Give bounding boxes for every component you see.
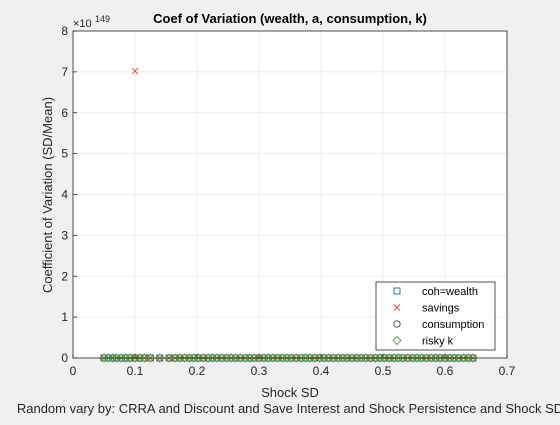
- diamond-point: [116, 353, 126, 363]
- y-tick-label: 8: [61, 24, 68, 38]
- y-tick-label: 1: [61, 310, 68, 324]
- diamond-point: [375, 353, 385, 363]
- diamond-point: [145, 353, 156, 363]
- legend-box: [375, 281, 496, 351]
- diamond-point: [259, 353, 269, 363]
- diamond-point: [408, 353, 418, 363]
- diamond-point: [463, 353, 474, 363]
- y-tick-label: 2: [61, 269, 68, 283]
- legend-marker-circle: [393, 320, 401, 328]
- x-tick-label: 0.6: [437, 364, 454, 378]
- diamond-point: [222, 353, 232, 363]
- diamond-point: [135, 353, 145, 363]
- legend: coh=wealth savings consumption risky k: [375, 281, 496, 351]
- diamond-point: [389, 353, 399, 363]
- x-ticks: 0 0.1 0.2 0.3 0.4 0.5 0.6 0.7: [70, 354, 516, 378]
- diamond-point: [449, 353, 459, 363]
- x-tick-label: 0.4: [313, 364, 330, 378]
- x-tick-label: 0.1: [127, 364, 144, 378]
- diamond-point: [445, 353, 455, 363]
- diamond-point: [245, 353, 255, 363]
- y-tick-label: 0: [61, 351, 68, 365]
- diamond-point: [155, 353, 165, 363]
- diamond-point: [282, 353, 292, 363]
- diamond-point: [296, 353, 306, 363]
- diamond-point: [277, 353, 288, 363]
- legend-label: risky k: [422, 336, 454, 348]
- diamond-point: [352, 353, 362, 363]
- y-tick-label: 7: [61, 65, 68, 79]
- y-tick-label: 6: [61, 106, 68, 120]
- diamond-point: [203, 353, 213, 363]
- x-outlier-point: [131, 67, 139, 75]
- diamond-point: [431, 353, 441, 363]
- footer-caption: Random vary by: CRRA and Discount and Sa…: [17, 401, 560, 416]
- legend-marker-x: [393, 304, 401, 311]
- diamond-point: [139, 353, 149, 363]
- x-tick-label: 0: [70, 364, 77, 378]
- diamond-point: [333, 353, 343, 363]
- y-ticks: 0 1 2 3 4 5 6 7 8: [61, 24, 77, 365]
- diamond-point: [356, 353, 366, 363]
- y-tick-label: 4: [61, 188, 68, 202]
- legend-label: consumption: [422, 319, 484, 331]
- diamond-point: [99, 353, 109, 363]
- x-tick-label: 0.7: [499, 364, 516, 378]
- x-tick-label: 0.5: [375, 364, 392, 378]
- diamond-point: [300, 353, 311, 363]
- diamond-point: [240, 353, 250, 363]
- y-tick-label: 5: [61, 147, 68, 161]
- exponent-base: ×10: [73, 18, 92, 30]
- diamond-point: [103, 353, 113, 363]
- diamond-point: [319, 353, 329, 363]
- diamond-point: [226, 353, 236, 363]
- y-axis-label: Coefficient of Variation (SD/Mean): [40, 97, 55, 293]
- diamond-point: [315, 353, 325, 363]
- legend-label: savings: [422, 303, 460, 315]
- y-tick-label: 3: [61, 228, 68, 242]
- diamond-point: [370, 353, 381, 363]
- series-risky-k: [99, 353, 478, 363]
- legend-marker-square: [393, 287, 401, 295]
- diamond-point: [184, 353, 195, 363]
- exponent-power: 149: [95, 14, 110, 24]
- diamond-point: [412, 353, 422, 363]
- legend-label: coh=wealth: [422, 286, 478, 298]
- diamond-point: [393, 353, 404, 363]
- diamond-point: [121, 353, 131, 363]
- diamond-point: [170, 353, 180, 363]
- diamond-point: [164, 353, 174, 363]
- chart-title: Coef of Variation (wealth, a, consumptio…: [153, 11, 427, 26]
- x-tick-label: 0.3: [251, 364, 268, 378]
- diamond-point: [468, 353, 478, 363]
- legend-marker-diamond: [392, 335, 402, 346]
- diamond-point: [338, 353, 348, 363]
- x-axis-label: Shock SD: [261, 385, 319, 400]
- diamond-point: [108, 353, 118, 363]
- diamond-point: [263, 353, 273, 363]
- x-tick-label: 0.2: [189, 364, 206, 378]
- diamond-point: [189, 353, 199, 363]
- diamond-point: [426, 353, 436, 363]
- diamond-point: [207, 353, 218, 363]
